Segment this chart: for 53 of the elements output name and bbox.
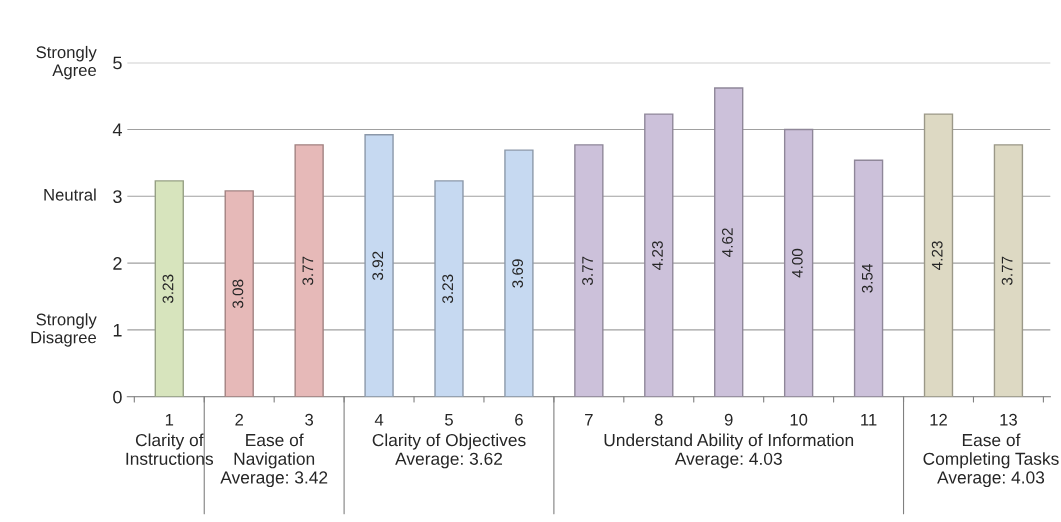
text: Understand Ability of Information Average: 4.03 bbox=[604, 433, 854, 469]
x-tick-label: 6 bbox=[515, 413, 523, 426]
x-tick-label: 8 bbox=[654, 413, 663, 426]
bar bbox=[993, 144, 1024, 397]
y-tick-label: 0 bbox=[113, 390, 122, 404]
x-tick-label: 5 bbox=[445, 414, 453, 426]
data-label: 3.92 bbox=[372, 251, 384, 281]
data-label: 3.23 bbox=[442, 274, 454, 304]
x-tick-label: 9 bbox=[724, 413, 733, 426]
data-label: 3.23 bbox=[162, 274, 174, 304]
bar bbox=[294, 144, 324, 397]
text: Strongly Disagree bbox=[31, 313, 97, 347]
y-tick-label: 5 bbox=[113, 56, 122, 70]
y-tick-label: 4 bbox=[112, 123, 122, 136]
data-label: 3.08 bbox=[232, 279, 244, 309]
bar bbox=[783, 128, 814, 397]
data-label: 4.62 bbox=[722, 228, 733, 257]
data-label: 3.77 bbox=[302, 256, 314, 286]
data-label: 3.77 bbox=[1001, 256, 1013, 286]
bar bbox=[154, 180, 184, 397]
text: Strongly Agree bbox=[36, 45, 97, 80]
bar bbox=[923, 113, 954, 397]
bar bbox=[434, 180, 464, 397]
bar bbox=[714, 87, 744, 397]
y-tick-label: 1 bbox=[113, 324, 122, 337]
text: Ease of Navigation Average: 3.42 bbox=[220, 433, 328, 488]
x-tick-label: 7 bbox=[585, 414, 593, 426]
x-tick-label: 3 bbox=[305, 413, 314, 426]
bar bbox=[853, 159, 884, 397]
data-label: 3.69 bbox=[512, 259, 524, 288]
bar bbox=[574, 144, 604, 397]
data-label: 4.00 bbox=[791, 248, 803, 278]
y-tick-label: 2 bbox=[113, 257, 122, 270]
x-tick-label: 13 bbox=[1000, 413, 1017, 426]
y-tick-label: 3 bbox=[113, 190, 122, 203]
text: Neutral bbox=[44, 188, 96, 201]
data-label: 4.23 bbox=[652, 241, 663, 270]
x-tick-label: 1 bbox=[165, 414, 174, 426]
x-tick-label: 2 bbox=[235, 413, 244, 426]
text: Clarity of Instructions bbox=[126, 433, 214, 465]
data-label: 3.54 bbox=[861, 264, 873, 293]
x-tick-label: 12 bbox=[930, 413, 947, 426]
x-tick-label: 11 bbox=[861, 414, 877, 426]
text: Ease of Completing Tasks Average: 4.03 bbox=[923, 433, 1059, 488]
bar bbox=[364, 134, 394, 397]
x-tick-label: 10 bbox=[790, 413, 808, 426]
bar bbox=[644, 113, 674, 397]
x-tick-label: 4 bbox=[374, 414, 384, 426]
bar bbox=[224, 190, 254, 397]
bar bbox=[504, 149, 534, 397]
data-label: 4.23 bbox=[931, 241, 943, 270]
text: Clarity of Objectives Average: 3.62 bbox=[372, 433, 526, 469]
data-label: 3.77 bbox=[582, 256, 593, 286]
